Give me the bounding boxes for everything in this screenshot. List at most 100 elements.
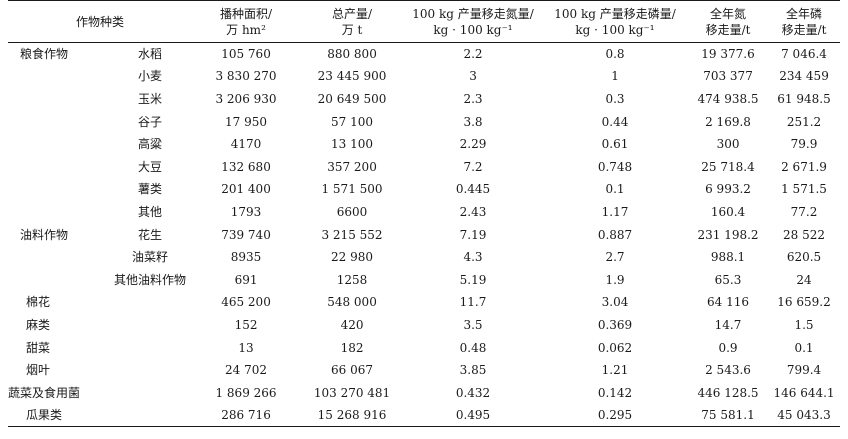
crop-nutrient-table: 作物种类 播种面积/ 万 hm² 总产量/ 万 t 100 kg 产量移走氮量/… [8, 0, 841, 428]
cell-crop: 其他 [138, 204, 163, 219]
cell-n-total: 988.1 [710, 250, 746, 265]
cell-n-per-100kg: 3 [469, 69, 477, 84]
table-row: 瓜果类 286 716 15 268 916 0.495 0.295 75 581.1 45… [8, 404, 841, 428]
cell-crop: 玉米 [138, 91, 163, 106]
header-n-total-line2: 移走量/t [705, 22, 751, 37]
cell-group: 瓜果类 [8, 404, 193, 428]
cell-production: 13 100 [331, 137, 374, 152]
cell-group: 麻类 [26, 317, 51, 332]
header-n-per-100kg: 100 kg 产量移走氮量/ kg · 100 kg⁻¹ [404, 0, 543, 43]
header-p-total: 全年磷 移走量/t [768, 0, 841, 43]
cell-crop: 高粱 [138, 137, 163, 152]
cell-group [8, 65, 108, 88]
table-row: 大豆 132 680 357 200 7.2 0.748 25 718.4 2 671.9 [8, 155, 840, 178]
cell-p-total: 2 671.9 [781, 159, 827, 174]
cell-crop: 油菜籽 [132, 250, 169, 265]
cell-group [8, 178, 108, 201]
cell-area: 1793 [230, 204, 262, 219]
cell-group [8, 201, 108, 224]
cell-n-per-100kg: 7.19 [459, 227, 487, 242]
cell-group [8, 88, 108, 111]
cell-n-per-100kg: 3.85 [459, 363, 487, 378]
cell-n-total: 231 198.2 [697, 227, 759, 242]
cell-p-per-100kg: 0.295 [542, 404, 689, 428]
header-production-line1: 总产量/ [331, 6, 373, 21]
cell-n-total: 14.7 [714, 317, 742, 332]
cell-group: 粮食作物 [20, 47, 69, 62]
cell-n-total: 0.9 [718, 340, 738, 355]
cell-p-per-100kg: 0.887 [597, 227, 633, 242]
cell-production: 66 067 [331, 363, 374, 378]
table-row: 玉米 3 206 930 20 649 500 2.3 0.3 474 938.5 61 9… [8, 88, 840, 111]
cell-p-per-100kg: 1.9 [605, 272, 625, 287]
cell-production: 182 [340, 340, 364, 355]
cell-production: 1258 [336, 272, 368, 287]
cell-n-total: 474 938.5 [697, 91, 759, 106]
cell-production: 420 [340, 317, 364, 332]
cell-n-total: 19 377.6 [701, 47, 755, 62]
cell-production: 103 270 481 [313, 385, 391, 400]
table-row: 高粱 4170 13 100 2.29 0.61 300 79.9 [8, 133, 840, 156]
cell-area: 3 206 930 [215, 91, 277, 106]
header-n-total-line1: 全年氮 [710, 6, 747, 21]
cell-production: 6600 [336, 204, 368, 219]
cell-n-per-100kg: 2.43 [459, 204, 487, 219]
cell-p-per-100kg: 1.21 [601, 363, 629, 378]
table-row: 棉花 465 200 548 000 11.7 3.04 64 116 16 659.2 [8, 291, 840, 314]
cell-area: 4170 [230, 137, 262, 152]
cell-n-per-100kg: 3.5 [463, 317, 483, 332]
cell-n-total: 75 581.1 [688, 404, 769, 428]
cell-area: 24 702 [225, 363, 268, 378]
cell-p-total: 0.1 [794, 340, 814, 355]
cell-n-total: 703 377 [703, 69, 753, 84]
cell-crop: 花生 [138, 227, 163, 242]
cell-p-per-100kg: 1.17 [601, 204, 629, 219]
cell-n-per-100kg: 2.29 [459, 137, 487, 152]
cell-group [8, 133, 108, 156]
cell-area: 8935 [230, 250, 262, 265]
cell-p-total: 146 644.1 [773, 385, 835, 400]
cell-crop: 水稻 [138, 47, 163, 62]
header-p-per-100kg: 100 kg 产量移走磷量/ kg · 100 kg⁻¹ [542, 0, 689, 43]
cell-n-total: 6 993.2 [705, 182, 751, 197]
cell-p-per-100kg: 3.04 [601, 295, 629, 310]
cell-crop: 其他油料作物 [114, 272, 187, 287]
cell-area: 739 740 [221, 227, 271, 242]
cell-p-total: 1 571.5 [781, 182, 827, 197]
cell-area: 132 680 [221, 159, 271, 174]
cell-n-per-100kg: 2.3 [463, 91, 483, 106]
cell-p-per-100kg: 0.44 [601, 114, 629, 129]
cell-group [8, 155, 108, 178]
header-area-line1: 播种面积/ [219, 6, 273, 21]
cell-n-total: 160.4 [710, 204, 746, 219]
cell-area: 3 830 270 [215, 69, 277, 84]
cell-crop: 谷子 [138, 114, 163, 129]
cell-p-per-100kg: 0.1 [605, 182, 625, 197]
cell-n-per-100kg: 5.19 [459, 272, 487, 287]
cell-production: 880 800 [327, 47, 377, 62]
cell-crop: 小麦 [138, 69, 163, 84]
table-row: 其他 1793 6600 2.43 1.17 160.4 77.2 [8, 201, 840, 224]
cell-area: 1 869 266 [215, 385, 277, 400]
cell-n-total: 300 [716, 137, 740, 152]
header-crop-label: 作物种类 [76, 14, 125, 29]
table-row: 烟叶 24 702 66 067 3.85 1.21 2 543.6 799.4 [8, 359, 840, 382]
cell-group: 蔬菜及食用菌 [8, 385, 81, 400]
cell-area: 105 760 [221, 47, 271, 62]
header-p-per-100kg-line2: kg · 100 kg⁻¹ [575, 22, 655, 37]
header-p-total-line2: 移走量/t [781, 22, 827, 37]
cell-production: 548 000 [327, 295, 377, 310]
cell-n-per-100kg: 0.445 [455, 182, 491, 197]
cell-area: 691 [234, 272, 258, 287]
cell-n-per-100kg: 2.2 [463, 47, 483, 62]
cell-production: 1 571 500 [321, 182, 383, 197]
cell-n-total: 446 128.5 [697, 385, 759, 400]
cell-p-total: 79.9 [790, 137, 818, 152]
cell-area: 13 [238, 340, 254, 355]
cell-production: 22 980 [331, 250, 374, 265]
cell-n-per-100kg: 3.8 [463, 114, 483, 129]
cell-crop: 薯类 [138, 182, 163, 197]
cell-area: 17 950 [225, 114, 268, 129]
cell-p-per-100kg: 0.61 [601, 137, 629, 152]
table-row: 蔬菜及食用菌 1 869 266 103 270 481 0.432 0.142 446 … [8, 381, 840, 404]
